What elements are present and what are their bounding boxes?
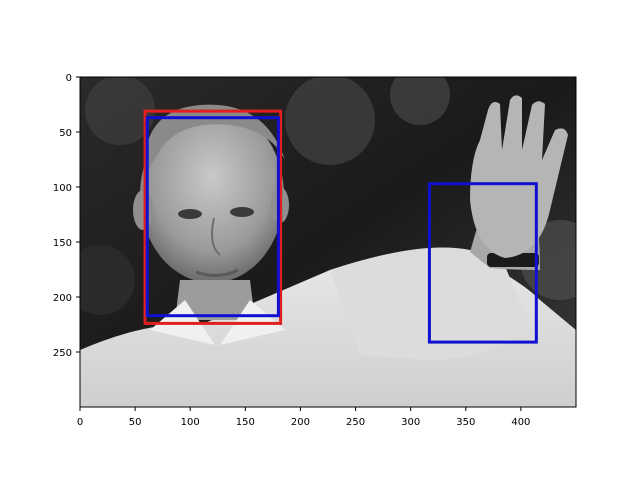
x-tick-label: 50 (129, 417, 142, 428)
x-tick-label: 400 (511, 417, 530, 428)
x-tick-label: 250 (346, 417, 365, 428)
y-tick-label: 200 (53, 293, 72, 304)
face-box-red (143, 109, 283, 325)
y-axis: 0 50 100 150 200 250 (53, 73, 80, 359)
x-tick-label: 200 (291, 417, 310, 428)
x-tick-label: 0 (77, 417, 83, 428)
face-box-blue (145, 116, 280, 318)
y-tick-label: 50 (59, 128, 72, 139)
x-tick-label: 300 (401, 417, 420, 428)
hand-box-blue (427, 182, 538, 344)
x-axis: 0 50 100 150 200 250 300 350 400 (77, 407, 530, 428)
x-tick-label: 150 (236, 417, 255, 428)
y-tick-label: 0 (66, 73, 72, 84)
x-tick-label: 350 (456, 417, 475, 428)
y-tick-label: 100 (53, 183, 72, 194)
bounding-boxes (143, 109, 538, 344)
y-tick-label: 150 (53, 238, 72, 249)
x-tick-label: 100 (181, 417, 200, 428)
y-tick-label: 250 (53, 348, 72, 359)
